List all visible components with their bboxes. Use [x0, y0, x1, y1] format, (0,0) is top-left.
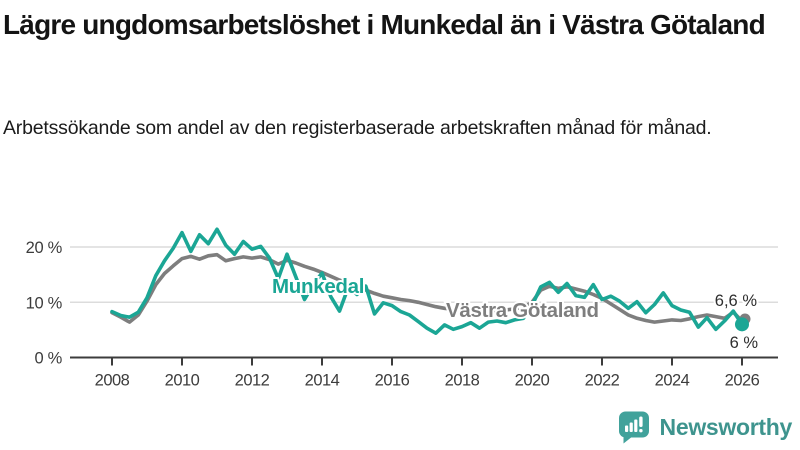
- y-tick-label-0: 0 %: [34, 350, 62, 368]
- x-tick-label-2020: 2020: [515, 372, 550, 390]
- newsworthy-logo: Newsworthy: [617, 408, 792, 446]
- series-line-munkedal: [110, 227, 744, 336]
- series-label-v-stra-g-taland: Västra Götaland: [446, 299, 599, 322]
- y-tick-label-10: 10 %: [26, 294, 63, 312]
- x-tick-label-2010: 2010: [165, 372, 200, 390]
- newsworthy-wordmark: Newsworthy: [659, 413, 793, 440]
- x-tick-label-2022: 2022: [585, 372, 620, 390]
- chart-title: Lägre ungdomsarbetslöshet i Munkedal än …: [3, 9, 766, 40]
- x-tick-label-2016: 2016: [375, 372, 410, 390]
- endpoint-dot-munkedal: [735, 317, 749, 332]
- x-tick-label-2014: 2014: [305, 372, 340, 390]
- series-label-munkedal: Munkedal: [272, 275, 364, 298]
- x-tick-label-2024: 2024: [655, 372, 690, 390]
- x-tick-label-2008: 2008: [95, 372, 130, 390]
- x-tick-label-2012: 2012: [235, 372, 270, 390]
- y-tick-label-20: 20 %: [26, 239, 63, 257]
- end-value-label-v-stra-g-taland: 6,6 %: [715, 292, 758, 310]
- chart-subtitle: Arbetssökande som andel av den registerb…: [3, 117, 712, 139]
- bar-chart-speech-bubble-icon: [618, 411, 649, 444]
- x-tick-label-2018: 2018: [445, 372, 480, 390]
- series-line-v-stra-g-taland: [110, 252, 744, 324]
- x-tick-label-2026: 2026: [725, 372, 760, 390]
- end-value-label-munkedal: 6 %: [730, 334, 759, 352]
